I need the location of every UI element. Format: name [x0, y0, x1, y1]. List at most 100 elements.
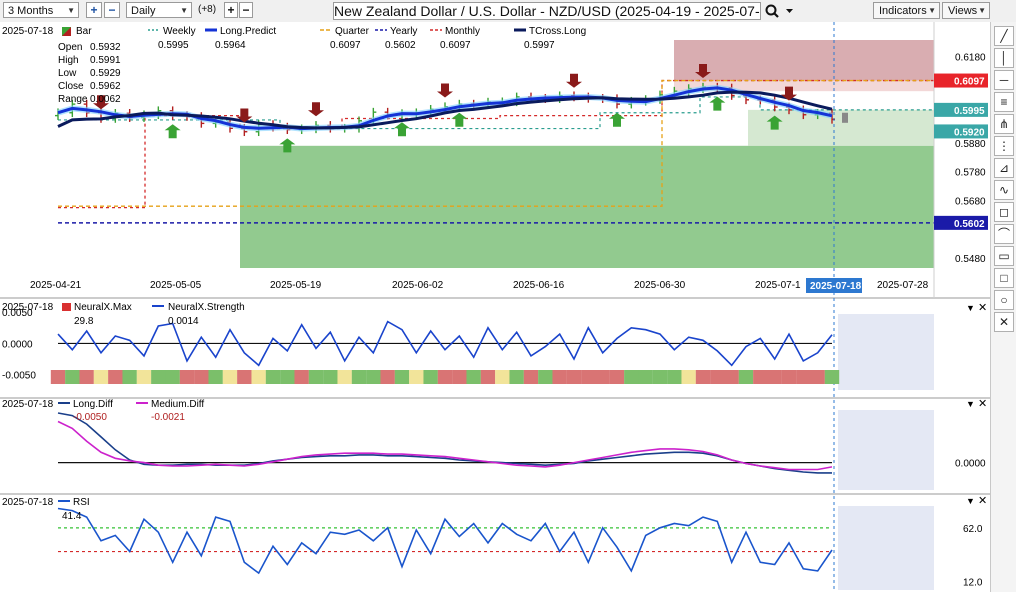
pitchfork-tool-icon[interactable]: ⋔	[994, 114, 1014, 134]
neuralx-state-bar	[509, 370, 524, 384]
date-axis-label: 2025-06-30	[634, 280, 686, 291]
sell-signal-arrow-icon	[695, 63, 711, 78]
neuralx-state-bar	[466, 370, 481, 384]
sell-signal-arrow-icon	[236, 108, 253, 123]
buy-signal-arrow-icon	[709, 96, 726, 111]
add-button[interactable]: +	[224, 2, 238, 18]
arc-tool-icon[interactable]: ⌒	[994, 224, 1014, 244]
views-button[interactable]: Views ▼	[942, 2, 990, 19]
neuralx-state-bar	[480, 370, 496, 384]
offset-label: (+8)	[198, 4, 217, 15]
fibonacci-tool-icon[interactable]: ⋮	[994, 136, 1014, 156]
indicators-button[interactable]: Indicators ▼	[873, 2, 940, 19]
date-axis-label: 2025-07-28	[877, 280, 929, 291]
neuralx-state-bar	[122, 370, 137, 384]
resistance-zone	[674, 40, 934, 81]
legend-value: -0.0050	[73, 412, 107, 423]
neuralx-state-bar	[495, 370, 510, 384]
legend-value: 41.4	[62, 511, 82, 522]
neuralx-state-bar	[781, 370, 797, 384]
neuralx-state-bar	[796, 370, 811, 384]
text-tool-icon[interactable]: ▭	[994, 246, 1014, 266]
neuralx-state-bar	[595, 370, 610, 384]
neuralx-state-bar	[753, 370, 768, 384]
cycle-tool-icon[interactable]: ∿	[994, 180, 1014, 200]
neuralx-state-bar	[237, 370, 252, 384]
ohlc-label: Close	[58, 81, 84, 92]
neuralx-state-bar	[136, 370, 152, 384]
gann-tool-icon[interactable]: ⊿	[994, 158, 1014, 178]
callout-tool-icon[interactable]: ◻	[994, 202, 1014, 222]
rsi-line	[57, 507, 833, 575]
channel-tool-icon[interactable]: ≡	[994, 92, 1014, 112]
price-tag-label: 0.6097	[954, 77, 985, 88]
neuralx-state-bar	[179, 370, 195, 384]
neuralx-state-bar	[380, 370, 395, 384]
ohlc-value: 0.5962	[90, 81, 121, 92]
neuralx-state-bar	[222, 370, 238, 384]
neuralx-state-bar	[394, 370, 410, 384]
legend-value: 0.5964	[215, 40, 246, 51]
chevron-down-icon: ▼	[180, 6, 188, 15]
neuralx-state-bar	[409, 370, 424, 384]
rectangle-tool-icon[interactable]: □	[994, 268, 1014, 288]
neuralx-tick-label: 0.0050	[2, 308, 33, 319]
remove-button[interactable]: −	[239, 2, 253, 18]
legend-label: Long.Predict	[220, 26, 276, 37]
buy-signal-arrow-icon	[609, 112, 625, 127]
neuralx-tick-label: -0.0050	[2, 371, 36, 382]
neuralx-state-bar	[609, 370, 625, 384]
neuralx-state-bar	[351, 370, 367, 384]
price-tick-label: 0.5880	[955, 139, 986, 150]
zoom-out-button[interactable]: −	[104, 2, 120, 18]
pane-date: 2025-07-18	[2, 302, 54, 313]
chart-area[interactable]: 0.6180 0.5880 0.5780 0.5680 0.5480 0.6097 0.59…	[0, 22, 990, 592]
neuralx-state-bar	[566, 370, 582, 384]
ellipse-tool-icon[interactable]: ○	[994, 290, 1014, 310]
price-tag-background	[934, 124, 988, 139]
neuralx-state-bar	[624, 370, 639, 384]
drawing-toolbar: ╱ │ ─ ≡ ⋔ ⋮ ⊿ ∿ ◻ ⌒ ▭ □ ○ ✕	[990, 22, 1016, 592]
bar-legend-label: Bar	[76, 26, 92, 37]
price-tag-label: 0.5602	[954, 219, 985, 230]
legend-label: RSI	[73, 497, 90, 508]
support-zone-upper	[748, 109, 934, 146]
interval-select[interactable]: Daily ▼	[126, 2, 192, 18]
rsi-pane: 62.0 12.0 2025-07-18 RSI 41.4 ▼ ✕	[2, 495, 987, 590]
legend-label: Yearly	[390, 26, 417, 37]
neuralx-state-bar	[523, 370, 539, 384]
chevron-down-icon: ▼	[928, 6, 936, 15]
price-tick-label: 0.5480	[955, 254, 986, 265]
diff-pane: 0.0000 2025-07-18 Long.Diff -0.0050 Medium.D…	[2, 398, 987, 490]
buy-signal-arrow-icon	[279, 138, 296, 153]
neuralx-state-bar	[667, 370, 682, 384]
symbol-title[interactable]: New Zealand Dollar / U.S. Dollar - NZD/U…	[333, 2, 761, 20]
pane-date: 2025-07-18	[2, 26, 54, 37]
rsi-tick-label: 12.0	[963, 578, 983, 589]
zoom-in-button[interactable]: +	[86, 2, 102, 18]
neuralx-state-bar	[724, 370, 739, 384]
neuralx-pane: 0.0050 0.0000 -0.0050 2025-07-18 NeuralX.Max…	[2, 302, 987, 390]
delete-drawings-icon[interactable]: ✕	[994, 312, 1014, 332]
vertical-line-tool-icon[interactable]: │	[994, 48, 1014, 68]
neuralx-state-bar	[738, 370, 754, 384]
date-axis-label: 2025-04-21	[30, 280, 82, 291]
horizontal-line-tool-icon[interactable]: ─	[994, 70, 1014, 90]
price-tag-label: 0.5995	[954, 106, 985, 117]
range-select[interactable]: 3 Months ▼	[3, 2, 79, 18]
tcross-long-line	[57, 90, 833, 130]
collapse-icon: ▼	[966, 399, 975, 409]
indicators-label: Indicators	[879, 5, 927, 17]
price-tag-label: 0.5920	[954, 127, 985, 138]
date-axis-label: 2025-05-05	[150, 280, 202, 291]
neuralx-state-bar	[294, 370, 309, 384]
date-axis-label: 2025-06-16	[513, 280, 565, 291]
toolbar: 3 Months ▼ + − Daily ▼ (+8) + − New Zealan…	[0, 0, 1016, 23]
neuralx-state-bar	[824, 370, 840, 384]
sell-signal-arrow-icon	[781, 86, 797, 101]
trendline-tool-icon[interactable]: ╱	[994, 26, 1014, 46]
search-icon[interactable]	[764, 3, 796, 19]
legend-value: 29.8	[74, 316, 94, 327]
current-bar-marker	[842, 112, 848, 123]
buy-signal-arrow-icon	[451, 112, 468, 127]
